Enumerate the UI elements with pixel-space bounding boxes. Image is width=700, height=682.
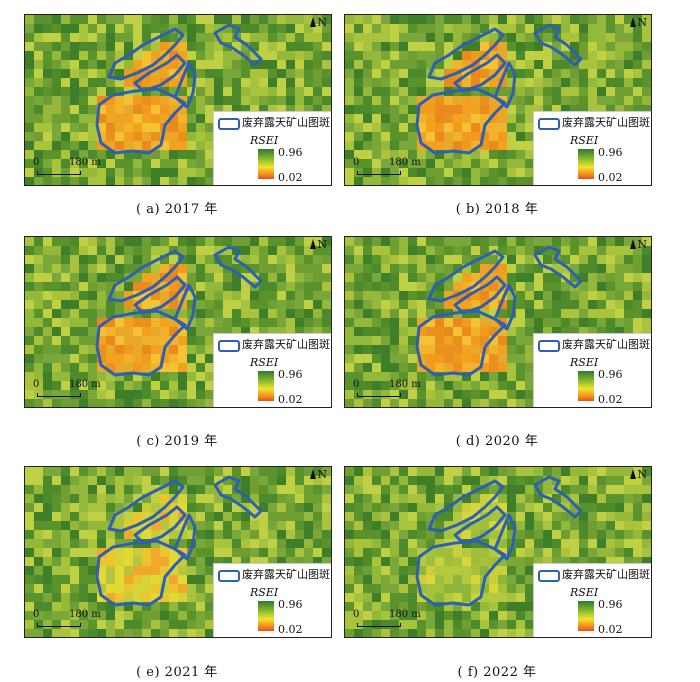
legend-min-value: 0.02: [598, 623, 623, 636]
mine-patch-swatch-icon: [538, 340, 560, 352]
legend-patch-label: 废弃露天矿山图斑: [562, 338, 650, 351]
map-panel: N 废弃露天矿山图斑 RSEI 0.96 0.02 0 180 m: [24, 466, 332, 638]
rsei-raster: [25, 237, 331, 407]
legend-max-value: 0.96: [278, 368, 303, 381]
map-legend: 废弃露天矿山图斑 RSEI 0.96 0.02: [533, 333, 651, 407]
legend-min-value: 0.02: [598, 393, 623, 406]
scale-bar: 0 180 m: [353, 609, 433, 633]
mine-patch-swatch-icon: [538, 570, 560, 582]
legend-min-value: 0.02: [598, 171, 623, 184]
rsei-color-ramp: [258, 601, 274, 631]
rsei-color-ramp: [578, 601, 594, 631]
north-label: N: [637, 468, 647, 481]
mine-patch-swatch-icon: [218, 118, 240, 130]
legend-min-value: 0.02: [278, 623, 303, 636]
scale-zero: 0: [33, 609, 40, 620]
mine-patch-swatch-icon: [218, 340, 240, 352]
rsei-color-ramp: [258, 149, 274, 179]
scale-bar: 0 180 m: [33, 379, 113, 403]
rsei-color-ramp: [578, 149, 594, 179]
scale-distance: 180 m: [69, 609, 101, 620]
legend-index-title: RSEI: [250, 586, 279, 599]
north-arrow-icon: N: [310, 239, 327, 250]
legend-index-title: RSEI: [570, 356, 599, 369]
legend-patch-label: 废弃露天矿山图斑: [562, 568, 650, 581]
legend-patch-label: 废弃露天矿山图斑: [242, 568, 330, 581]
rsei-raster: [345, 237, 651, 407]
scale-line: [37, 393, 81, 397]
scale-line: [357, 623, 401, 627]
scale-line: [357, 171, 401, 175]
panel-caption: ( b) 2018 年: [455, 202, 539, 217]
map-panel: N 废弃露天矿山图斑 RSEI 0.96 0.02 0 180 m: [24, 14, 332, 186]
north-label: N: [317, 238, 327, 251]
legend-index-title: RSEI: [250, 356, 279, 369]
map-legend: 废弃露天矿山图斑 RSEI 0.96 0.02: [213, 563, 331, 637]
legend-index-title: RSEI: [570, 134, 599, 147]
scale-zero: 0: [353, 609, 360, 620]
scale-line: [37, 623, 81, 627]
scale-bar: 0 180 m: [353, 157, 433, 181]
legend-max-value: 0.96: [598, 598, 623, 611]
north-label: N: [317, 468, 327, 481]
scale-distance: 180 m: [69, 157, 101, 168]
legend-patch-label: 废弃露天矿山图斑: [562, 116, 650, 129]
scale-zero: 0: [353, 379, 360, 390]
scale-bar: 0 180 m: [353, 379, 433, 403]
north-label: N: [317, 16, 327, 29]
scale-zero: 0: [33, 379, 40, 390]
scale-bar: 0 180 m: [33, 609, 113, 633]
scale-bar: 0 180 m: [33, 157, 113, 181]
panel-caption: ( e) 2021 年: [136, 665, 218, 680]
map-legend: 废弃露天矿山图斑 RSEI 0.96 0.02: [533, 111, 651, 185]
legend-max-value: 0.96: [278, 146, 303, 159]
legend-max-value: 0.96: [278, 598, 303, 611]
map-panel: N 废弃露天矿山图斑 RSEI 0.96 0.02 0 180 m: [344, 236, 652, 408]
mine-patch-swatch-icon: [218, 570, 240, 582]
map-panel: N 废弃露天矿山图斑 RSEI 0.96 0.02 0 180 m: [24, 236, 332, 408]
panel-caption: ( c) 2019 年: [136, 434, 218, 449]
panel-caption: ( a) 2017 年: [136, 202, 218, 217]
legend-max-value: 0.96: [598, 146, 623, 159]
scale-zero: 0: [33, 157, 40, 168]
scale-line: [357, 393, 401, 397]
mine-patch-swatch-icon: [538, 118, 560, 130]
north-arrow-icon: N: [630, 239, 647, 250]
north-arrow-icon: N: [630, 469, 647, 480]
north-arrow-icon: N: [310, 469, 327, 480]
legend-index-title: RSEI: [570, 586, 599, 599]
panel-caption: ( f) 2022 年: [457, 665, 537, 680]
rsei-color-ramp: [258, 371, 274, 401]
north-arrow-icon: N: [310, 17, 327, 28]
map-legend: 废弃露天矿山图斑 RSEI 0.96 0.02: [213, 333, 331, 407]
legend-min-value: 0.02: [278, 171, 303, 184]
scale-distance: 180 m: [69, 379, 101, 390]
north-arrow-icon: N: [630, 17, 647, 28]
legend-index-title: RSEI: [250, 134, 279, 147]
scale-zero: 0: [353, 157, 360, 168]
north-label: N: [637, 16, 647, 29]
map-panel: N 废弃露天矿山图斑 RSEI 0.96 0.02 0 180 m: [344, 14, 652, 186]
north-label: N: [637, 238, 647, 251]
map-panel: N 废弃露天矿山图斑 RSEI 0.96 0.02 0 180 m: [344, 466, 652, 638]
panel-caption: ( d) 2020 年: [455, 434, 539, 449]
map-legend: 废弃露天矿山图斑 RSEI 0.96 0.02: [213, 111, 331, 185]
scale-distance: 180 m: [389, 157, 421, 168]
rsei-color-ramp: [578, 371, 594, 401]
legend-max-value: 0.96: [598, 368, 623, 381]
legend-patch-label: 废弃露天矿山图斑: [242, 116, 330, 129]
map-legend: 废弃露天矿山图斑 RSEI 0.96 0.02: [533, 563, 651, 637]
scale-distance: 180 m: [389, 379, 421, 390]
scale-distance: 180 m: [389, 609, 421, 620]
legend-patch-label: 废弃露天矿山图斑: [242, 338, 330, 351]
legend-min-value: 0.02: [278, 393, 303, 406]
scale-line: [37, 171, 81, 175]
